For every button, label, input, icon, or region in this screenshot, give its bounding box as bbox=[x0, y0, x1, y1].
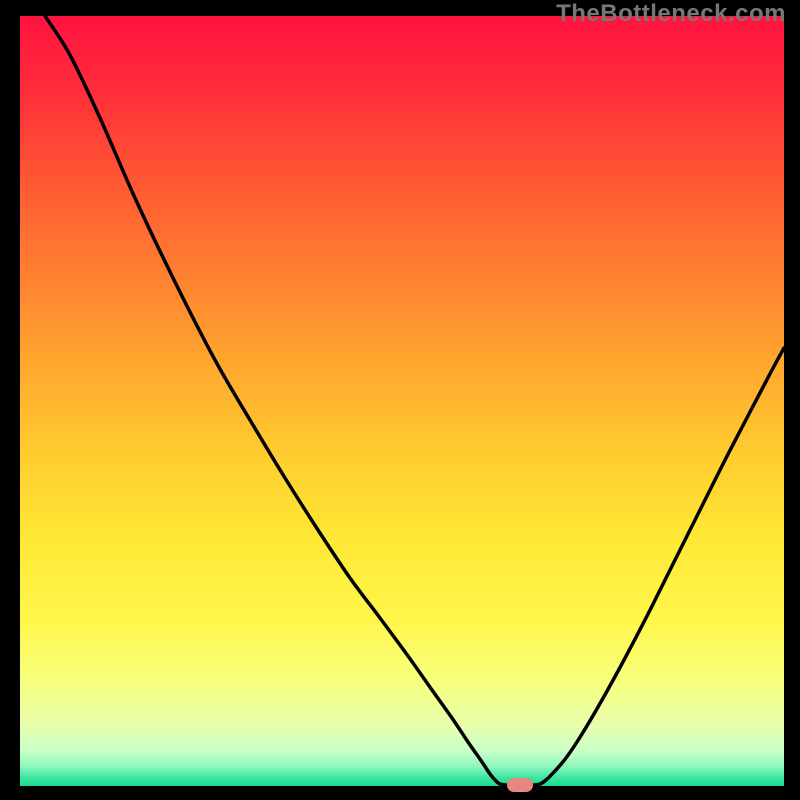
chart-root: TheBottleneck.com bbox=[0, 0, 800, 800]
plot-background bbox=[20, 16, 784, 786]
watermark-label: TheBottleneck.com bbox=[556, 0, 786, 28]
minimum-marker bbox=[507, 778, 533, 792]
